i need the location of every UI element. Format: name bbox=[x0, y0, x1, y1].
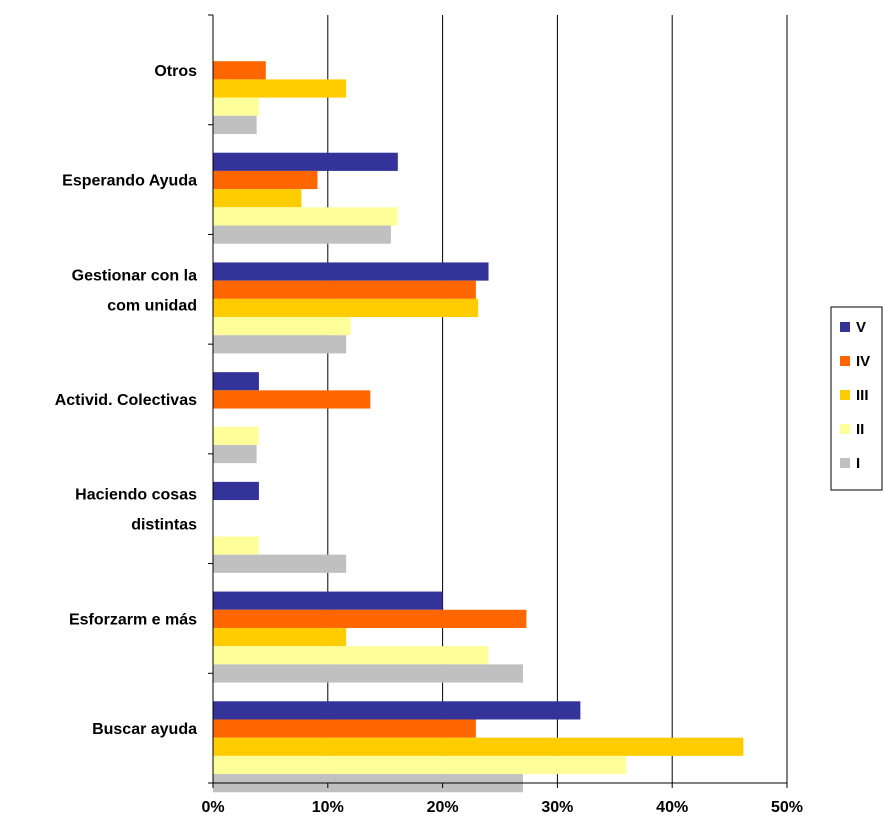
legend-box bbox=[830, 306, 883, 491]
bar-i-2 bbox=[213, 335, 347, 354]
bar-iv-5 bbox=[213, 609, 527, 628]
bar-ii-6 bbox=[213, 755, 627, 775]
legend-swatch-ii bbox=[840, 424, 850, 434]
bar-iii-6 bbox=[213, 737, 744, 756]
bar-ii-0 bbox=[213, 97, 259, 116]
bar-iii-1 bbox=[213, 189, 302, 208]
bar-ii-2 bbox=[213, 317, 351, 336]
legend-swatch-iv bbox=[840, 356, 850, 366]
bar-i-5 bbox=[213, 664, 523, 683]
category-label: Buscar ayuda bbox=[92, 721, 197, 738]
category-label: Haciendo cosas distintas bbox=[75, 487, 197, 534]
x-tick-label: 50% bbox=[771, 799, 803, 816]
bar-v-5 bbox=[213, 591, 443, 610]
category-labels: Otros Esperando Ayuda Gestionar con la com … bbox=[55, 63, 197, 738]
bar-i-0 bbox=[213, 115, 257, 134]
x-tick-labels: 0% 10% 20% 30% 40% 50% bbox=[201, 799, 803, 816]
bar-iii-2 bbox=[213, 298, 479, 318]
bar-i-1 bbox=[213, 225, 391, 244]
axes bbox=[208, 14, 788, 788]
bar-iii-5 bbox=[213, 627, 347, 647]
bar-iv-3 bbox=[213, 390, 371, 409]
x-tick-label: 40% bbox=[656, 799, 688, 816]
x-tick-label: 10% bbox=[312, 799, 344, 816]
bar-v-1 bbox=[213, 152, 398, 171]
bar-iv-2 bbox=[213, 280, 476, 299]
legend-label-i: I bbox=[856, 455, 860, 472]
legend-label-ii: II bbox=[856, 421, 864, 438]
category-label: Gestionar con la com unidad bbox=[72, 267, 197, 314]
bar-v-2 bbox=[213, 262, 489, 281]
category-label: Esperando Ayuda bbox=[62, 173, 197, 190]
legend-label-iii: III bbox=[856, 387, 869, 404]
bar-iv-6 bbox=[213, 719, 476, 738]
bar-i-4 bbox=[213, 554, 347, 573]
category-label: Otros bbox=[154, 63, 197, 80]
bar-v-3 bbox=[213, 372, 259, 391]
bar-ii-4 bbox=[213, 536, 259, 555]
legend-swatch-iii bbox=[840, 390, 850, 400]
category-label: Activid. Colectivas bbox=[55, 392, 197, 409]
x-tick-label: 20% bbox=[427, 799, 459, 816]
bar-iii-0 bbox=[213, 79, 347, 98]
bar-v-4 bbox=[213, 481, 259, 501]
bar-iv-1 bbox=[213, 170, 318, 190]
bar-v-6 bbox=[213, 701, 581, 720]
legend-swatch-v bbox=[840, 322, 850, 332]
bar-ii-5 bbox=[213, 646, 489, 665]
bar-ii-3 bbox=[213, 426, 259, 445]
bars bbox=[213, 61, 744, 793]
bar-ii-1 bbox=[213, 207, 398, 226]
legend-label-v: V bbox=[856, 319, 866, 336]
legend-swatch-i bbox=[840, 458, 850, 468]
x-tick-label: 30% bbox=[541, 799, 573, 816]
legend-label-iv: IV bbox=[856, 353, 870, 370]
bar-i-3 bbox=[213, 444, 257, 464]
bar-iv-0 bbox=[213, 61, 266, 80]
category-label: Esforzarm e más bbox=[69, 611, 197, 628]
x-tick-label: 0% bbox=[201, 799, 224, 816]
